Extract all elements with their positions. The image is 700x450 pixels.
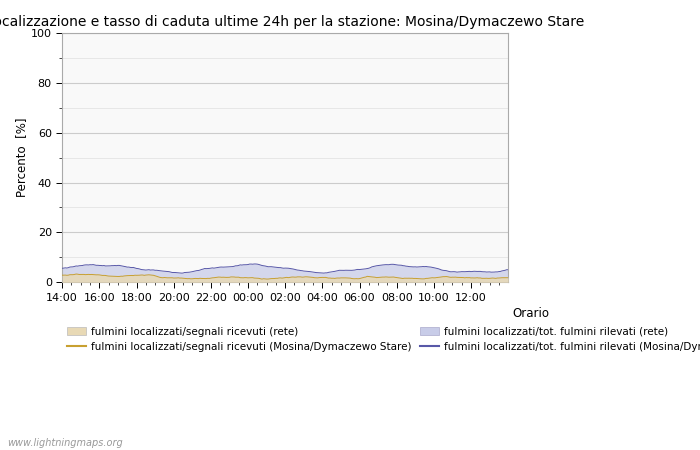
Y-axis label: Percento  [%]: Percento [%] xyxy=(15,118,28,198)
Text: www.lightningmaps.org: www.lightningmaps.org xyxy=(7,438,122,448)
Text: Orario: Orario xyxy=(512,307,550,320)
Title: Localizzazione e tasso di caduta ultime 24h per la stazione: Mosina/Dymaczewo St: Localizzazione e tasso di caduta ultime … xyxy=(0,15,584,29)
Legend: fulmini localizzati/segnali ricevuti (rete), fulmini localizzati/segnali ricevut: fulmini localizzati/segnali ricevuti (re… xyxy=(67,327,700,352)
